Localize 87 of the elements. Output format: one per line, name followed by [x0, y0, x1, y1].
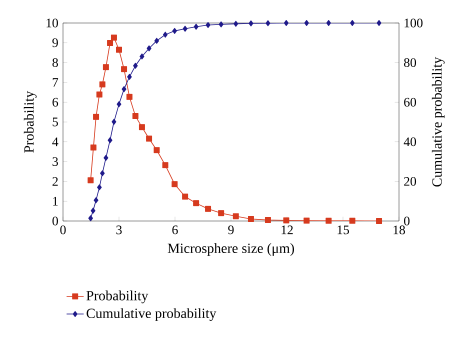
point [100, 170, 105, 176]
point [248, 216, 254, 222]
point [127, 74, 132, 80]
point [110, 34, 117, 41]
y-tick-label: 4 [52, 138, 58, 146]
point [154, 38, 160, 44]
y2-axis-title: Cumulative probability [432, 56, 445, 187]
point [193, 200, 200, 206]
x-tick-label: 9 [228, 226, 234, 234]
point [146, 136, 152, 142]
point [205, 206, 212, 212]
y-tick-label: 0 [52, 216, 58, 226]
y2-tick-label: 80 [404, 58, 416, 67]
point [182, 26, 188, 32]
point [146, 45, 152, 52]
point [94, 197, 98, 204]
point [99, 81, 106, 88]
point [112, 118, 116, 125]
point [248, 20, 254, 26]
point [154, 147, 160, 154]
y-tick-label: 2 [52, 177, 58, 186]
y-axis-title: Probability [24, 90, 37, 153]
x-tick-label: 0 [60, 226, 66, 234]
point [133, 62, 138, 69]
point [304, 20, 309, 26]
y-tick-label: 1 [53, 196, 58, 206]
point [126, 94, 132, 100]
point [93, 114, 100, 120]
x-tick-label: 18 [394, 226, 406, 234]
point [326, 20, 331, 26]
point [116, 101, 122, 108]
point [162, 32, 168, 38]
point [218, 21, 224, 28]
point [284, 20, 289, 26]
y2-tick-label: 20 [404, 177, 416, 186]
point [172, 28, 177, 34]
legend-label: Cumulative probability [86, 308, 216, 321]
x-tick-label: 15 [338, 226, 349, 234]
point [104, 154, 108, 161]
y-tick-label: 3 [52, 157, 58, 166]
point [122, 86, 126, 92]
x-tick-label: 12 [282, 226, 293, 234]
x-tick-label: 3 [116, 226, 122, 234]
point [162, 162, 168, 168]
x-axis-title: Microsphere size (μm) [168, 243, 294, 256]
point [97, 184, 102, 190]
point [283, 217, 290, 224]
point [234, 20, 238, 27]
point [206, 22, 210, 28]
point [376, 218, 382, 224]
point [350, 20, 355, 26]
point [218, 210, 224, 216]
point [90, 208, 96, 214]
y2-tick-label: 40 [404, 137, 416, 146]
point [194, 24, 198, 30]
legend-label: Probability [86, 290, 148, 304]
point [376, 20, 382, 26]
point [132, 113, 138, 120]
point [96, 91, 102, 98]
point [88, 177, 94, 184]
y-tick-label: 6 [52, 98, 58, 107]
point [88, 215, 93, 222]
y2-tick-label: 100 [404, 18, 423, 28]
point [266, 20, 270, 26]
y-tick-label: 8 [52, 58, 58, 67]
point [232, 213, 239, 220]
point [138, 124, 145, 130]
y-tick-label: 9 [52, 38, 58, 48]
y-tick-label: 10 [46, 18, 58, 28]
point [264, 217, 271, 224]
point [326, 218, 332, 224]
point [172, 181, 178, 188]
point [304, 218, 310, 224]
point [349, 218, 356, 224]
y-tick-label: 5 [52, 118, 58, 126]
y2-tick-label: 0 [404, 216, 410, 226]
point [116, 46, 122, 53]
point [182, 194, 188, 200]
point [140, 53, 144, 60]
point [90, 144, 96, 151]
point [102, 64, 109, 70]
point [107, 40, 114, 46]
point [108, 137, 112, 144]
point [121, 66, 128, 72]
x-tick-label: 6 [172, 226, 178, 234]
y2-tick-label: 60 [404, 98, 416, 107]
y-tick-label: 7 [52, 78, 58, 87]
